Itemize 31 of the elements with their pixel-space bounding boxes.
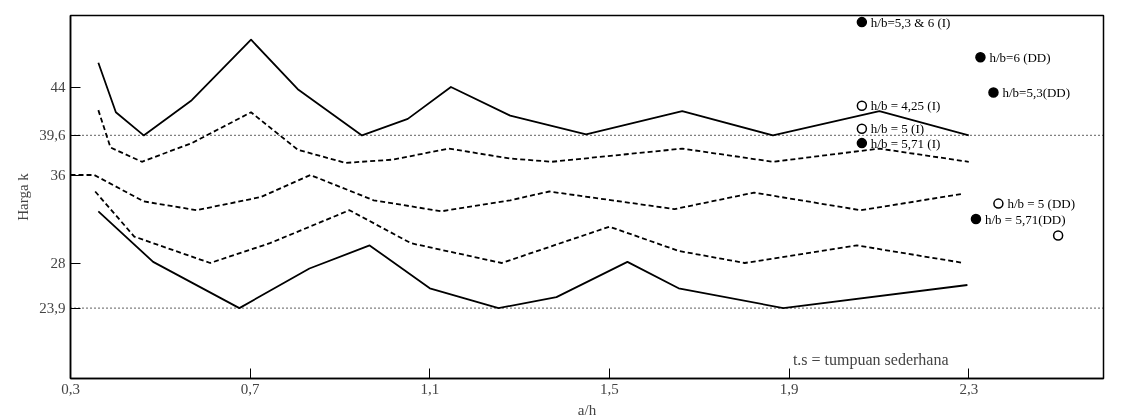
series-label: h/b = 5,71(DD) <box>984 211 1066 227</box>
y-tick-label: 39,6 <box>39 127 66 144</box>
y-tick-label: 44 <box>50 79 66 95</box>
annotation: t.s = tumpuan sederhana <box>792 350 949 369</box>
x-tick-label: 1,5 <box>600 380 619 397</box>
point <box>1052 230 1064 241</box>
series-label: h/b=6 (DD) <box>989 49 1051 65</box>
series-label: h/b=5,3(DD) <box>1002 85 1071 100</box>
x-tick-label: 1,9 <box>779 380 799 397</box>
y-tick-label: 36 <box>50 167 66 183</box>
y-tick-label: 28 <box>50 255 66 271</box>
point <box>856 137 868 149</box>
series-label: h/b = 5 (I) <box>870 121 925 137</box>
x-tick-label: 2,3 <box>959 380 979 397</box>
point <box>993 198 1004 209</box>
point <box>856 16 868 28</box>
point <box>856 100 868 111</box>
x-axis-title: a/h <box>577 401 597 418</box>
y-axis-title: Harga k <box>15 172 32 221</box>
point <box>988 87 999 98</box>
series-label: h/b = 5,71 (I) <box>870 135 941 151</box>
x-tick-label: 0,3 <box>61 380 80 397</box>
y-tick-label: 23,9 <box>39 300 66 317</box>
point <box>975 52 986 63</box>
x-tick-label: 0,7 <box>240 380 261 397</box>
point <box>856 123 868 135</box>
series-label: h/b=5,3 & 6 (I) <box>870 14 951 30</box>
series-label: h/b = 5 (DD) <box>1007 196 1076 212</box>
point <box>970 213 982 225</box>
series-label: h/b = 4,25 (I) <box>870 98 941 114</box>
x-tick-label: 1,1 <box>420 380 440 397</box>
